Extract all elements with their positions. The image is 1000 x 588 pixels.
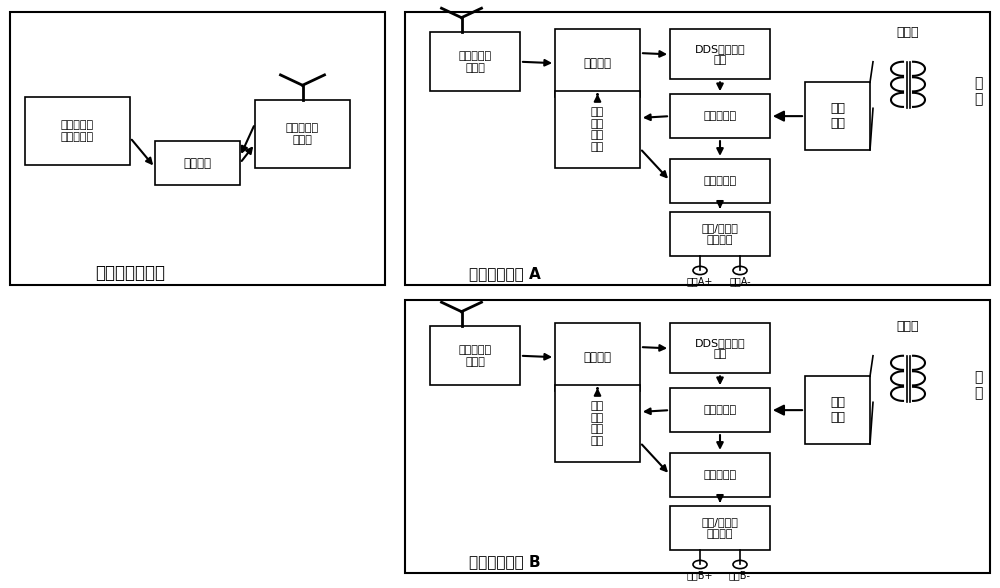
Text: 射频数据收
发模块: 射频数据收 发模块 [458,345,492,366]
Bar [670,323,770,373]
Text: 射频数据收
发模块: 射频数据收 发模块 [286,123,319,145]
Text: 从单片机: 从单片机 [584,350,612,364]
Bar [405,12,990,285]
Text: 线性
电源: 线性 电源 [830,102,845,130]
Bar [255,100,350,168]
Text: 继电器模块: 继电器模块 [703,470,737,480]
Text: 从单片机: 从单片机 [584,56,612,70]
Bar [10,12,385,285]
Bar [805,376,870,444]
Text: 与市电隔离
的供电模块: 与市电隔离 的供电模块 [61,120,94,142]
Text: 信号
调理
采集
模块: 信号 调理 采集 模块 [591,107,604,152]
Text: 输出A-: 输出A- [729,276,751,286]
Text: 同相/反向放
大器模块: 同相/反向放 大器模块 [702,223,738,245]
Bar [670,29,770,79]
Text: 线性
电源: 线性 电源 [830,396,845,424]
Bar [670,159,770,203]
Text: 副放大器单元 A: 副放大器单元 A [469,266,541,281]
Text: 变压器: 变压器 [897,320,919,333]
Text: 同相/反向放
大器模块: 同相/反向放 大器模块 [702,517,738,539]
Text: 主单片机: 主单片机 [184,156,212,170]
Text: 信号
调理
采集
模块: 信号 调理 采集 模块 [591,401,604,446]
Text: 射频数据收
发模块: 射频数据收 发模块 [458,51,492,72]
Bar [670,506,770,550]
Bar [805,82,870,150]
Text: 滤波噧模块: 滤波噧模块 [703,405,737,415]
Bar [670,453,770,497]
Text: DDS波形合成
模块: DDS波形合成 模块 [695,44,745,65]
Bar [25,97,130,165]
Bar [670,94,770,138]
Bar [430,32,520,91]
Text: 主控制处理单元: 主控制处理单元 [95,265,165,282]
Bar [555,385,640,462]
Text: DDS波形合成
模块: DDS波形合成 模块 [695,338,745,359]
Bar [555,91,640,168]
Bar [155,141,240,185]
Bar [555,323,640,391]
Text: 输出B-: 输出B- [729,570,751,580]
Bar [555,29,640,97]
Text: 市
电: 市 电 [974,370,982,400]
Bar [430,326,520,385]
Text: 继电器模块: 继电器模块 [703,176,737,186]
Text: 副放大器单元 B: 副放大器单元 B [469,554,541,569]
Text: 市
电: 市 电 [974,76,982,106]
Text: 滤波器模块: 滤波器模块 [703,111,737,121]
Text: 变压器: 变压器 [897,26,919,39]
Bar [405,300,990,573]
Text: 输出B+: 输出B+ [687,570,713,580]
Text: 输出A+: 输出A+ [687,276,713,286]
Bar [670,212,770,256]
Bar [670,388,770,432]
